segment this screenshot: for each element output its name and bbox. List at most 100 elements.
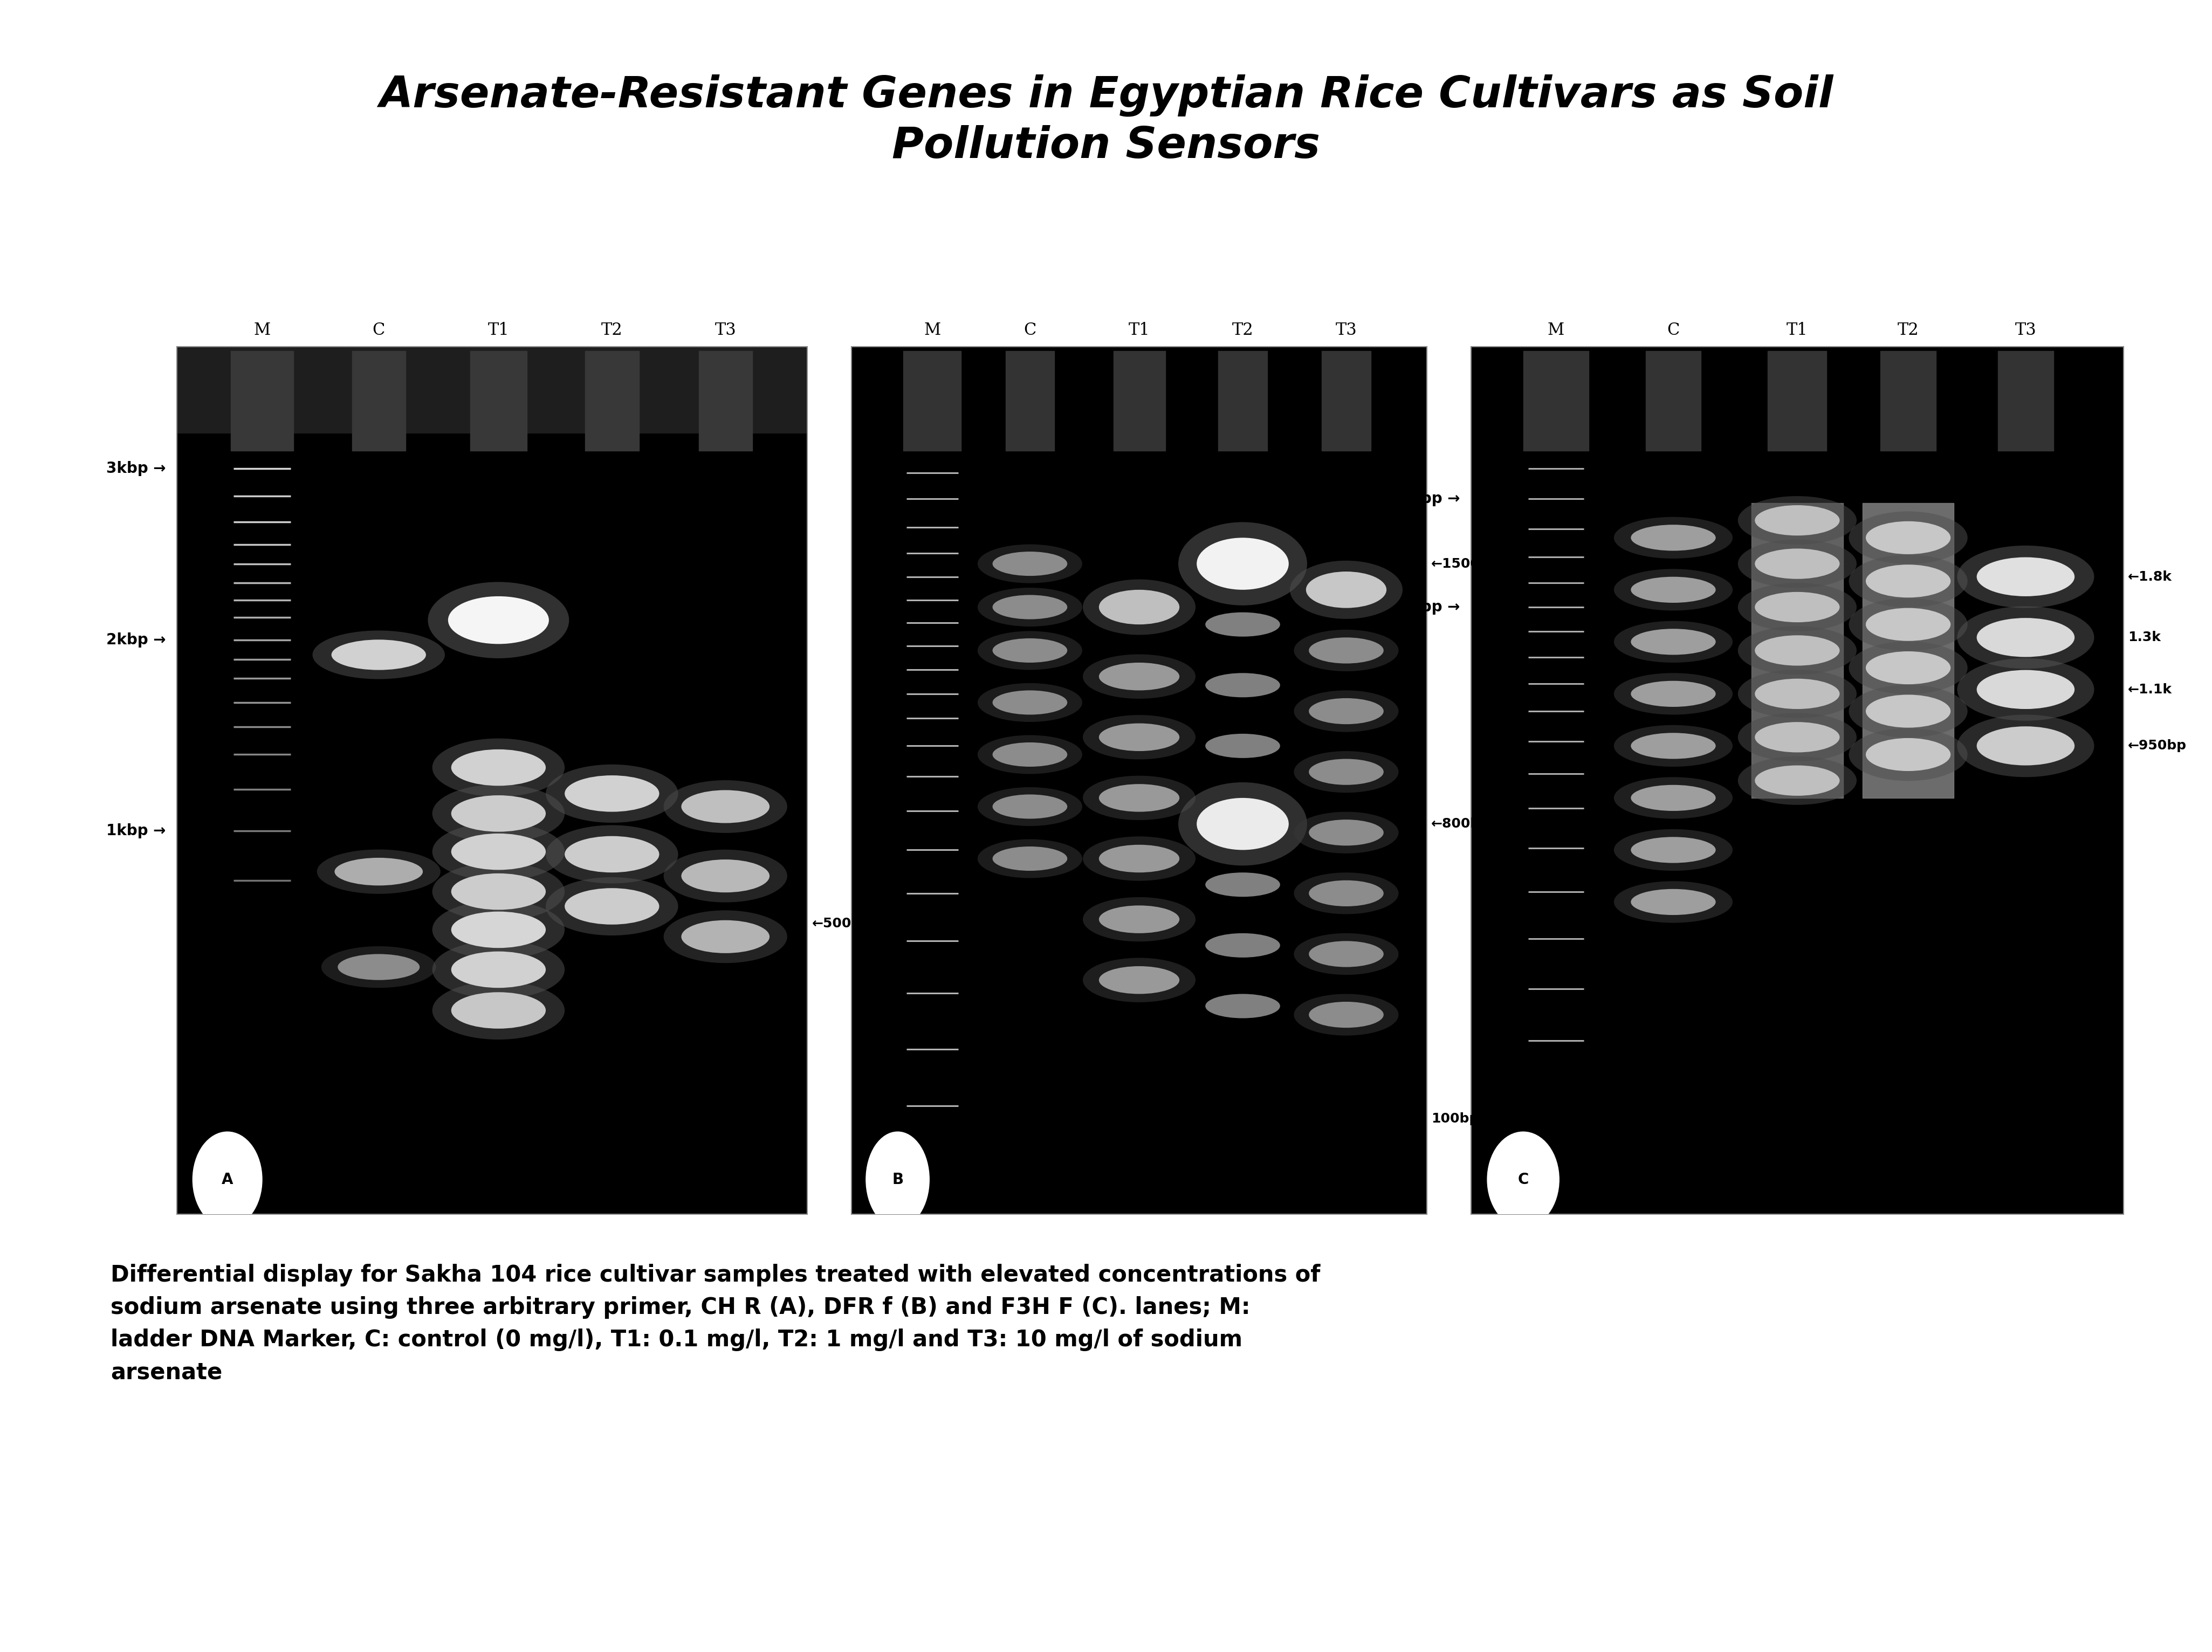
Ellipse shape: [664, 910, 787, 963]
Text: M: M: [925, 322, 940, 339]
Text: T2: T2: [602, 322, 622, 339]
Ellipse shape: [1310, 942, 1385, 966]
Ellipse shape: [1084, 836, 1194, 881]
Ellipse shape: [978, 544, 1082, 583]
Ellipse shape: [1294, 752, 1398, 793]
Ellipse shape: [1865, 695, 1951, 727]
Ellipse shape: [1294, 995, 1398, 1036]
Ellipse shape: [451, 750, 546, 786]
Ellipse shape: [1197, 537, 1290, 590]
Text: T3: T3: [714, 322, 737, 339]
Ellipse shape: [1739, 583, 1856, 631]
Ellipse shape: [993, 552, 1068, 577]
Ellipse shape: [1739, 540, 1856, 588]
Ellipse shape: [1630, 681, 1717, 707]
Text: Arsenate-Resistant Genes in Egyptian Rice Cultivars as Soil
Pollution Sensors: Arsenate-Resistant Genes in Egyptian Ric…: [378, 74, 1834, 167]
Ellipse shape: [1305, 572, 1387, 608]
Text: T1: T1: [1787, 322, 1807, 339]
Ellipse shape: [431, 900, 564, 958]
Text: C: C: [1517, 1171, 1528, 1188]
Ellipse shape: [312, 631, 445, 679]
Ellipse shape: [1310, 699, 1385, 724]
Ellipse shape: [1294, 872, 1398, 914]
Text: ←500bp: ←500bp: [812, 917, 872, 930]
Ellipse shape: [451, 952, 546, 988]
Ellipse shape: [564, 836, 659, 872]
Ellipse shape: [1084, 654, 1194, 699]
Ellipse shape: [993, 595, 1068, 620]
Ellipse shape: [1958, 657, 2095, 720]
Ellipse shape: [1630, 629, 1717, 654]
Text: B: B: [891, 1171, 902, 1188]
Ellipse shape: [1179, 522, 1307, 605]
Ellipse shape: [1865, 565, 1951, 598]
Ellipse shape: [431, 940, 564, 999]
Ellipse shape: [1739, 669, 1856, 719]
Ellipse shape: [1197, 798, 1290, 849]
Text: 1kbp →: 1kbp →: [1400, 600, 1460, 615]
Ellipse shape: [1099, 844, 1179, 872]
Ellipse shape: [1978, 618, 2075, 657]
Ellipse shape: [993, 846, 1068, 871]
Text: ←1500bp: ←1500bp: [1431, 557, 1500, 570]
Ellipse shape: [451, 993, 546, 1029]
Text: 1.3k: 1.3k: [2128, 631, 2161, 644]
Ellipse shape: [1084, 776, 1194, 819]
Ellipse shape: [1615, 725, 1732, 767]
Ellipse shape: [1615, 776, 1732, 819]
Ellipse shape: [993, 691, 1068, 715]
Text: T2: T2: [1232, 322, 1254, 339]
Text: 3kbp →: 3kbp →: [106, 461, 166, 476]
Ellipse shape: [1206, 733, 1281, 758]
Ellipse shape: [993, 742, 1068, 767]
Ellipse shape: [978, 631, 1082, 671]
Text: T1: T1: [489, 322, 509, 339]
Ellipse shape: [1754, 506, 1840, 535]
Ellipse shape: [1754, 591, 1840, 623]
Ellipse shape: [1630, 785, 1717, 811]
Ellipse shape: [978, 682, 1082, 722]
Ellipse shape: [1310, 638, 1385, 664]
Ellipse shape: [431, 785, 564, 843]
Ellipse shape: [1754, 679, 1840, 709]
Text: M: M: [1548, 322, 1564, 339]
Text: 2kbp →: 2kbp →: [1400, 491, 1460, 506]
Ellipse shape: [1739, 757, 1856, 805]
Text: T1: T1: [1128, 322, 1150, 339]
Ellipse shape: [1630, 838, 1717, 862]
Ellipse shape: [451, 874, 546, 910]
Ellipse shape: [978, 588, 1082, 626]
Ellipse shape: [316, 849, 440, 894]
Ellipse shape: [1615, 621, 1732, 662]
Text: ←1.1k: ←1.1k: [2128, 682, 2172, 695]
Ellipse shape: [1739, 626, 1856, 674]
Ellipse shape: [1294, 811, 1398, 854]
Ellipse shape: [664, 780, 787, 833]
Ellipse shape: [1099, 785, 1179, 811]
Ellipse shape: [681, 790, 770, 823]
Ellipse shape: [1294, 933, 1398, 975]
Ellipse shape: [1849, 729, 1966, 781]
Text: C: C: [1024, 322, 1035, 339]
Ellipse shape: [978, 786, 1082, 826]
Ellipse shape: [1290, 560, 1402, 620]
Circle shape: [865, 1132, 929, 1227]
Ellipse shape: [431, 823, 564, 881]
Ellipse shape: [1099, 966, 1179, 995]
Ellipse shape: [1084, 958, 1194, 1003]
Ellipse shape: [1630, 525, 1717, 550]
Ellipse shape: [1084, 580, 1194, 634]
Text: ←800bp: ←800bp: [1431, 818, 1491, 831]
Ellipse shape: [1099, 590, 1179, 624]
Ellipse shape: [1615, 672, 1732, 715]
Text: C: C: [1668, 322, 1679, 339]
Ellipse shape: [1849, 512, 1966, 563]
Ellipse shape: [1310, 881, 1385, 907]
Ellipse shape: [332, 639, 427, 671]
Ellipse shape: [1978, 671, 2075, 709]
Ellipse shape: [546, 824, 679, 884]
Text: C: C: [372, 322, 385, 339]
Ellipse shape: [1754, 722, 1840, 752]
Ellipse shape: [1754, 636, 1840, 666]
Ellipse shape: [978, 735, 1082, 775]
